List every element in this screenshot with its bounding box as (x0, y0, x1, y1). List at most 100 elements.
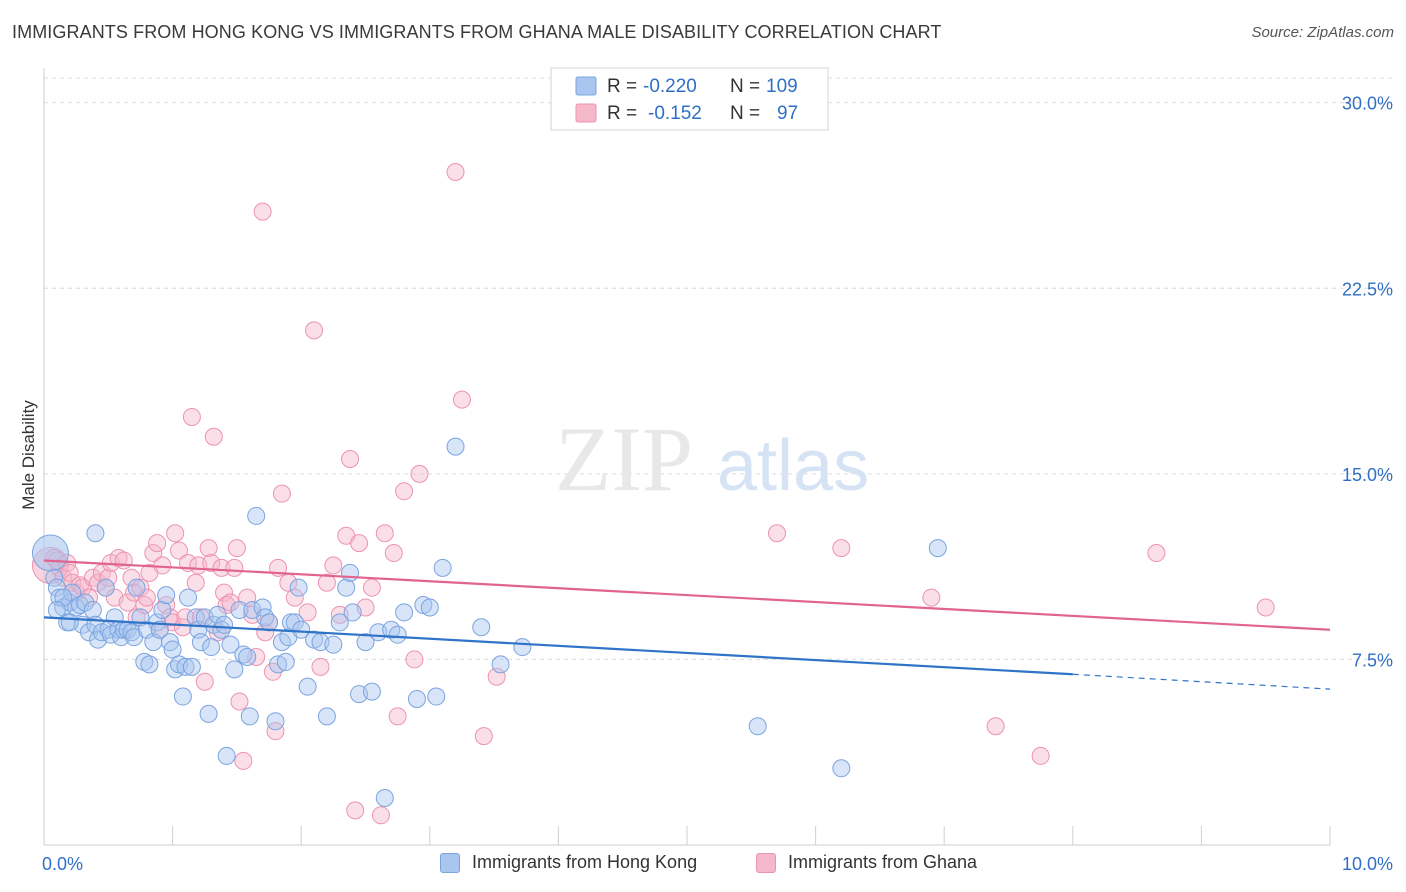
hong-kong-point (324, 635, 343, 654)
stats-legend-r-value-1: -0.220 (643, 76, 697, 97)
hong-kong-point (208, 605, 227, 624)
hong-kong-point (230, 600, 249, 619)
ghana-point (384, 544, 403, 563)
hong-kong-point (212, 620, 231, 639)
ghana-point (225, 558, 244, 577)
hong-kong-point (153, 600, 172, 619)
hong-kong-point (221, 635, 240, 654)
legend-hong-kong: Immigrants from Hong Kong (440, 852, 697, 873)
hong-kong-points (31, 437, 947, 807)
hong-kong-point (343, 603, 362, 622)
hong-kong-point (260, 613, 279, 632)
watermark-atlas: atlas (717, 426, 869, 506)
hong-kong-point (362, 682, 381, 701)
hong-kong-point (60, 613, 79, 632)
hong-kong-point (427, 687, 446, 706)
legend-label-hong-kong: Immigrants from Hong Kong (472, 852, 698, 872)
hong-kong-point (491, 655, 510, 674)
hong-kong-trend-line (43, 616, 1073, 676)
hong-kong-point (292, 620, 311, 639)
hong-kong-point (266, 712, 285, 731)
ghana-point (1147, 544, 1166, 563)
ghana-point (375, 524, 394, 543)
ghana-point (204, 427, 223, 446)
stats-legend-r-label-1: R = (607, 76, 637, 97)
hong-kong-point (289, 578, 308, 597)
y-tick-label: 22.5% (1342, 279, 1393, 299)
hong-kong-point (217, 746, 236, 765)
ghana-point (170, 541, 189, 560)
hong-kong-point (375, 788, 394, 807)
hong-kong-point (832, 759, 851, 778)
hong-kong-point (238, 647, 257, 666)
hong-kong-point (122, 623, 141, 642)
hong-kong-point (47, 600, 66, 619)
ghana-point (253, 202, 272, 221)
ghana-point (266, 722, 285, 741)
ghana-point (202, 553, 221, 572)
hong-kong-point (179, 588, 198, 607)
y-tick-label: 30.0% (1342, 94, 1393, 114)
y-tick-label: 7.5% (1352, 650, 1393, 670)
legend-label-ghana: Immigrants from Ghana (788, 852, 978, 872)
ghana-point (362, 578, 381, 597)
ghana-point (122, 568, 141, 587)
hong-kong-point (83, 600, 102, 619)
hong-kong-point (150, 620, 169, 639)
ghana-point (311, 657, 330, 676)
legend-swatch-ghana (756, 852, 776, 873)
ghana-point (256, 623, 275, 642)
ghana-point (768, 524, 787, 543)
watermark-zip: ZIP (555, 408, 693, 510)
stats-legend-blue-swatch (575, 76, 597, 96)
legend-swatch-hong-kong (440, 852, 460, 873)
ghana-point (298, 603, 317, 622)
ghana-point (272, 484, 291, 503)
stats-legend-n-label-1: N = (730, 76, 760, 97)
tick-labels: 7.5% 15.0% 22.5% 30.0% 0.0% 10.0% (42, 94, 1393, 874)
hong-kong-point (191, 633, 210, 652)
stats-legend: R = -0.220 N = 109 R = -0.152 N = 97 (550, 67, 829, 131)
hong-kong-point (341, 563, 360, 582)
ghana-point (182, 407, 201, 426)
hong-kong-point (80, 623, 99, 642)
hong-kong-point (199, 704, 218, 723)
ghana-point (922, 588, 941, 607)
hong-kong-point (140, 655, 159, 674)
stats-legend-n-value-1: 109 (766, 76, 798, 97)
ghana-point (371, 806, 390, 825)
ghana-trend-line (43, 559, 1331, 631)
ghana-point (234, 751, 253, 770)
hong-kong-point (157, 586, 176, 605)
ghana-point (144, 544, 163, 563)
ghana-point (153, 556, 172, 575)
ghana-point (285, 588, 304, 607)
ghana-point (83, 568, 102, 587)
hong-kong-point (433, 558, 452, 577)
legend-ghana: Immigrants from Ghana (756, 852, 977, 873)
hong-kong-point (31, 534, 69, 572)
ghana-point (986, 717, 1005, 736)
hong-kong-point (928, 539, 947, 558)
hong-kong-point (112, 628, 131, 647)
ghana-point (446, 163, 465, 182)
hong-kong-point (446, 437, 465, 456)
ghana-point (305, 321, 324, 340)
y-tick-label: 15.0% (1342, 465, 1393, 485)
hong-kong-point (407, 690, 426, 709)
stats-legend-r-label-2: R = (607, 103, 637, 124)
hong-kong-point (86, 524, 105, 543)
trend-layer (43, 559, 1331, 690)
ghana-point (410, 464, 429, 483)
ghana-point (227, 539, 246, 558)
hong-kong-point (748, 717, 767, 736)
ghana-point (832, 539, 851, 558)
hong-kong-point (163, 640, 182, 659)
hong-kong-point (173, 687, 192, 706)
watermark: ZIP atlas (555, 408, 869, 510)
hong-kong-point (96, 578, 115, 597)
ghana-point (221, 593, 240, 612)
hong-kong-point (127, 578, 146, 597)
ghana-point (474, 727, 493, 746)
